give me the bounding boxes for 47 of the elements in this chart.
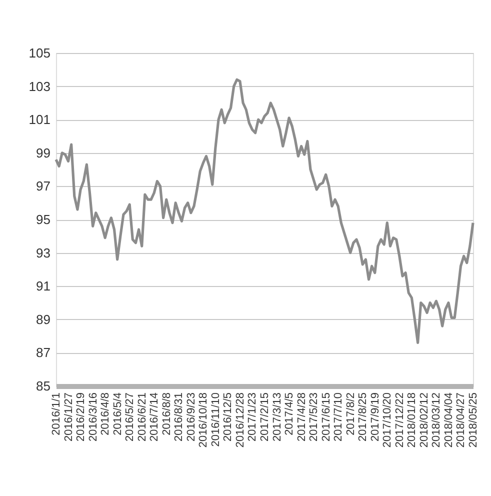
x-tick-label: 2016/8/8 xyxy=(160,392,173,436)
x-tick-label: 2017/4/28 xyxy=(296,392,308,442)
x-tick-label: 2017/2/15 xyxy=(259,392,271,442)
x-tick-label: 2017/9/19 xyxy=(369,392,382,442)
x-tick-label: 2017/3/13 xyxy=(271,392,284,442)
line-series xyxy=(54,78,474,344)
x-tick-label: 2017/7/10 xyxy=(332,392,345,442)
x-tick-label: 2017/4/5 xyxy=(284,392,296,436)
x-tick-label: 2016/4/8 xyxy=(100,392,112,436)
y-tick-label: 85 xyxy=(36,378,50,394)
y-tick-label: 101 xyxy=(28,112,50,128)
y-tick-label: 87 xyxy=(36,345,50,360)
y-tick-label: 105 xyxy=(28,46,50,60)
x-tick-label: 2018/04/04 xyxy=(442,392,455,448)
x-tick-label: 2016/12/28 xyxy=(234,392,246,448)
y-tick-label: 99 xyxy=(36,145,50,160)
x-tick-label: 2018/02/12 xyxy=(418,392,430,448)
x-tick-label: 2017/8/25 xyxy=(357,392,370,442)
x-tick-label: 2016/12/5 xyxy=(222,392,234,442)
x-tick-label: 2017/10/20 xyxy=(382,392,394,448)
x-tick-label: 2017/8/2 xyxy=(344,392,357,436)
x-tick-label: 2016/8/31 xyxy=(173,392,186,442)
x-tick-label: 2016/11/10 xyxy=(210,392,222,447)
x-tick-label: 2018/05/25 xyxy=(468,392,480,448)
x-tick-label: 2017/6/15 xyxy=(320,392,332,442)
x-tick-label: 2016/5/4 xyxy=(112,392,124,436)
x-tick-label: 2016/9/23 xyxy=(185,392,198,442)
y-tick-label: 97 xyxy=(36,178,50,194)
x-tick-label: 2018/01/18 xyxy=(406,392,418,448)
x-tick-label: 2016/1/27 xyxy=(62,392,75,442)
x-tick-label: 2016/6/21 xyxy=(136,392,148,442)
y-tick-label: 103 xyxy=(28,78,50,94)
x-tick-label: 2017/12/22 xyxy=(394,392,406,448)
x-tick-label: 2017/5/23 xyxy=(308,392,320,442)
x-tick-label: 2018/03/12 xyxy=(430,392,443,448)
y-tick-label: 95 xyxy=(36,212,50,227)
y-tick-label: 91 xyxy=(36,278,50,294)
y-tick-label: 93 xyxy=(36,245,50,260)
x-tick-label: 2018/04/27 xyxy=(455,392,468,448)
x-tick-label: 2016/2/19 xyxy=(75,392,88,442)
x-tick-label: 2016/7/14 xyxy=(148,392,161,442)
x-tick-label: 2016/10/18 xyxy=(198,392,210,448)
y-tick-label: 89 xyxy=(36,312,50,327)
x-tick-label: 2016/1/1 xyxy=(50,392,62,436)
x-tick-label: 2016/3/16 xyxy=(87,392,100,442)
x-tick-label: 2017/1/23 xyxy=(246,392,259,442)
x-tick-label: 2016/5/27 xyxy=(124,392,136,442)
